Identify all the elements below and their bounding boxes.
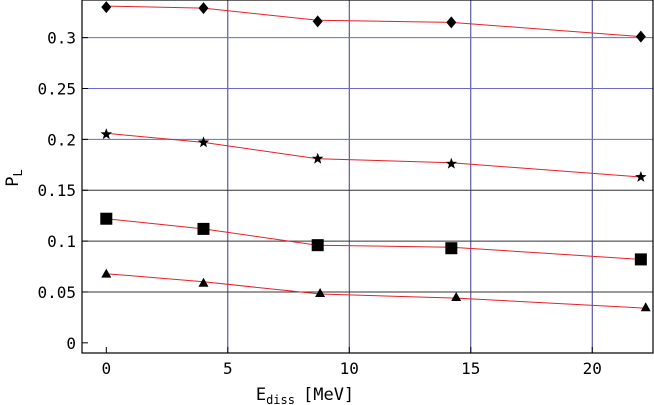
marker-diamond: [101, 1, 112, 14]
y-tick-label: 0.05: [37, 283, 76, 302]
y-tick-label: 0: [66, 334, 76, 353]
fit-lines: [106, 5, 646, 309]
y-axis-label: PL: [3, 169, 25, 186]
marker-square: [445, 242, 458, 255]
marker-star: [445, 157, 457, 169]
fit-line-triangle: [106, 273, 646, 309]
marker-diamond: [198, 2, 209, 15]
data-markers: [100, 1, 651, 312]
marker-star: [312, 152, 324, 164]
grid: [82, 0, 653, 353]
x-tick-label: 5: [223, 359, 233, 378]
x-tick-label: 15: [461, 359, 480, 378]
marker-diamond: [312, 15, 323, 28]
fit-line-diamond: [106, 5, 641, 38]
x-tick-label: 20: [583, 359, 602, 378]
marker-triangle: [451, 292, 462, 302]
y-tick-label: 0.2: [47, 130, 76, 149]
marker-square: [311, 239, 324, 252]
marker-diamond: [446, 16, 457, 29]
marker-star: [635, 171, 647, 182]
y-tick-label: 0.1: [47, 232, 76, 251]
y-axis-label-subscript: L: [11, 169, 25, 176]
y-tick-label: 0.15: [37, 181, 76, 200]
marker-star: [100, 128, 112, 140]
x-axis-label-main: E: [256, 385, 266, 405]
marker-triangle: [198, 277, 209, 287]
x-tick-label: 10: [340, 359, 359, 378]
marker-square: [197, 222, 210, 235]
marker-star: [197, 136, 210, 148]
marker-triangle: [315, 287, 326, 297]
y-tick-label: 0.25: [37, 80, 76, 99]
marker-diamond: [635, 30, 646, 43]
y-tick-label: 0.3: [47, 29, 76, 48]
marker-triangle: [640, 302, 651, 312]
x-axis-label: Ediss [MeV]: [256, 385, 354, 405]
plot-frame: [81, 0, 654, 354]
marker-square: [634, 253, 647, 266]
x-tick-label: 0: [101, 359, 111, 378]
fit-line-square: [106, 218, 641, 260]
marker-triangle: [101, 268, 112, 278]
x-axis-label-unit: [MeV]: [303, 385, 354, 405]
marker-square: [100, 212, 113, 225]
y-axis-label-main: P: [3, 176, 23, 186]
axis-ticks: 0 5 10 15 20 0 0.05 0.1 0.15 0.2 0.25 0.3: [37, 29, 601, 378]
x-axis-label-subscript: diss: [266, 393, 295, 405]
